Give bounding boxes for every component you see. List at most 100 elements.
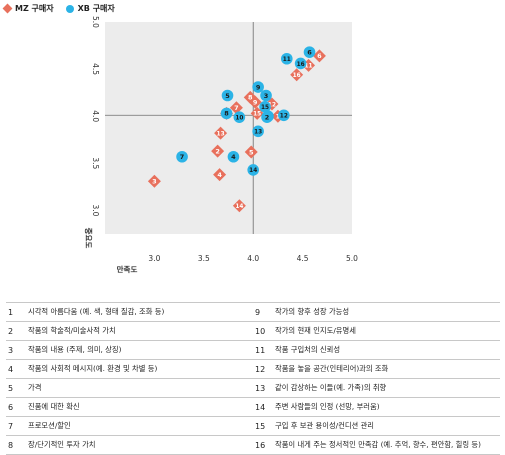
xb-point-15	[259, 101, 271, 113]
key-cell-left: 3 작품의 내용 (주제, 의미, 상징)	[6, 345, 253, 355]
mz-point-6	[312, 49, 326, 63]
mz-point-label: 13	[217, 131, 225, 137]
legend: MZ 구매자 XB 구매자	[2, 3, 115, 14]
item-key-table: 1 시각적 아름다움 (예. 색, 형태 질감, 조화 등) 9 작가의 향후 성장 …	[6, 302, 500, 455]
key-row: 7 프로모션/할인 15 구입 후 보관 용이성/컨디션 관리	[6, 417, 500, 436]
mz-point-label: 12	[268, 102, 276, 108]
xb-point-3	[260, 89, 272, 102]
mz-point-9	[248, 95, 262, 109]
xb-point-14	[247, 164, 259, 176]
key-cell-left: 8 장/단기적인 투자 가치	[6, 440, 253, 450]
legend-item-mz: MZ 구매자	[2, 3, 54, 14]
xb-point-10	[233, 111, 246, 123]
x-tick-label: 3.0	[148, 254, 160, 263]
mz-point-label: 4	[217, 171, 222, 179]
y-tick-label: 3.5	[91, 157, 100, 169]
xb-point-9	[252, 81, 264, 93]
y-axis-label: 중요도	[84, 228, 93, 249]
key-cell-left: 4 작품의 사회적 메시지(예. 환경 및 차별 등)	[6, 364, 253, 374]
key-description: 장/단기적인 투자 가치	[28, 440, 96, 449]
xb-point-label: 9	[256, 83, 261, 91]
mz-point-label: 7	[234, 104, 239, 112]
key-number: 4	[8, 364, 14, 374]
mz-point-label: 16	[293, 73, 301, 79]
mz-point-label: 15	[253, 112, 261, 118]
mz-point-14	[232, 199, 246, 213]
mz-point-label: 3	[152, 178, 157, 186]
key-cell-right: 13 같이 감상하는 이들(예. 가족)의 취향	[253, 383, 500, 393]
y-tick-label: 4.0	[91, 110, 100, 122]
key-description: 작가의 향후 성장 가능성	[275, 307, 350, 316]
key-description: 작가의 현재 인지도/유명세	[275, 326, 356, 335]
xb-point-label: 16	[297, 62, 305, 68]
xb-point-label: 6	[307, 48, 312, 56]
key-number: 14	[255, 402, 266, 412]
xb-point-5	[221, 89, 234, 102]
mz-point-label: 1	[276, 113, 281, 121]
key-description: 작품을 놓을 공간(인테리어)과의 조화	[275, 364, 389, 373]
x-tick-label: 4.0	[247, 254, 259, 263]
x-tick-label: 3.5	[198, 254, 210, 263]
key-cell-right: 16 작품이 내게 주는 정서적인 만족감 (예. 추억, 향수, 편안함, 힐링…	[253, 440, 500, 450]
mz-point-label: 8	[248, 94, 253, 102]
x-axis-label: 만족도	[117, 264, 138, 274]
legend-item-xb: XB 구매자	[65, 3, 115, 14]
xb-point-12	[278, 109, 290, 122]
key-description: 주변 사람들의 인정 (선망, 부러움)	[275, 402, 380, 411]
key-number: 2	[8, 326, 14, 336]
key-number: 5	[8, 383, 14, 393]
key-row: 8 장/단기적인 투자 가치 16 작품이 내게 주는 정서적인 만족감 (예. 추억…	[6, 436, 500, 455]
key-cell-left: 2 작품의 학술적/미술사적 가치	[6, 326, 253, 336]
mz-point-label: 11	[304, 64, 312, 70]
scatter-chart: 3.0 3.5 4.0 4.5 5.03.03.54.04.55.0만족도중요도1234…	[84, 16, 358, 274]
key-cell-right: 12 작품을 놓을 공간(인테리어)과의 조화	[253, 364, 500, 374]
xb-point-11	[280, 52, 293, 65]
key-number: 13	[255, 383, 266, 393]
key-number: 16	[255, 440, 266, 450]
xb-point-label: 11	[283, 57, 291, 63]
x-tick-label: 4.5	[297, 254, 309, 263]
y-tick-label: 4.5	[91, 63, 100, 75]
key-cell-left: 7 프로모션/할인	[6, 421, 253, 431]
xb-point-16	[294, 57, 307, 70]
key-cell-right: 14 주변 사람들의 인정 (선망, 부러움)	[253, 402, 500, 412]
mz-point-3	[147, 174, 161, 188]
mz-point-7	[229, 101, 243, 115]
xb-point-8	[220, 107, 233, 120]
key-row: 2 작품의 학술적/미술사적 가치 10 작가의 현재 인지도/유명세	[6, 322, 500, 341]
xb-point-7	[176, 150, 188, 163]
key-description: 작품의 사회적 메시지(예. 환경 및 차별 등)	[28, 364, 158, 373]
mz-point-label: 2	[215, 147, 220, 155]
key-number: 7	[8, 421, 14, 431]
key-cell-left: 1 시각적 아름다움 (예. 색, 형태 질감, 조화 등)	[6, 307, 253, 317]
key-description: 작품의 내용 (주제, 의미, 상징)	[28, 345, 122, 354]
xb-point-label: 10	[235, 115, 243, 121]
mz-point-16	[290, 68, 304, 82]
x-tick-label: 5.0	[346, 254, 358, 263]
key-number: 6	[8, 402, 14, 412]
xb-point-label: 13	[254, 130, 262, 136]
key-description: 작품의 학술적/미술사적 가치	[28, 326, 116, 335]
xb-point-label: 4	[231, 153, 236, 161]
key-row: 5 가격 13 같이 감상하는 이들(예. 가족)의 취향	[6, 379, 500, 398]
key-description: 작품이 내게 주는 정서적인 만족감 (예. 추억, 향수, 편안함, 힐링 등…	[275, 440, 481, 449]
mz-point-label: 6	[317, 52, 322, 60]
key-cell-right: 11 작품 구입처의 신뢰성	[253, 345, 500, 355]
key-number: 10	[255, 326, 266, 336]
y-tick-label: 3.0	[91, 204, 100, 216]
key-description: 가격	[28, 383, 42, 392]
key-number: 3	[8, 345, 14, 355]
xb-point-label: 14	[249, 168, 257, 174]
mz-point-5	[244, 145, 258, 159]
xb-point-label: 3	[264, 92, 269, 100]
key-cell-right: 15 구입 후 보관 용이성/컨디션 관리	[253, 421, 500, 431]
key-row: 4 작품의 사회적 메시지(예. 환경 및 차별 등) 12 작품을 놓을 공간(인테…	[6, 360, 500, 379]
key-cell-left: 6 진품에 대한 확신	[6, 402, 253, 412]
y-tick-label: 5.0	[91, 16, 100, 28]
mz-point-4	[213, 168, 227, 182]
xb-point-label: 7	[180, 153, 185, 161]
xb-point-label: 2	[265, 113, 270, 121]
mz-point-label: 14	[235, 204, 243, 210]
key-description: 진품에 대한 확신	[28, 402, 80, 411]
key-row: 3 작품의 내용 (주제, 의미, 상징) 11 작품 구입처의 신뢰성	[6, 341, 500, 360]
